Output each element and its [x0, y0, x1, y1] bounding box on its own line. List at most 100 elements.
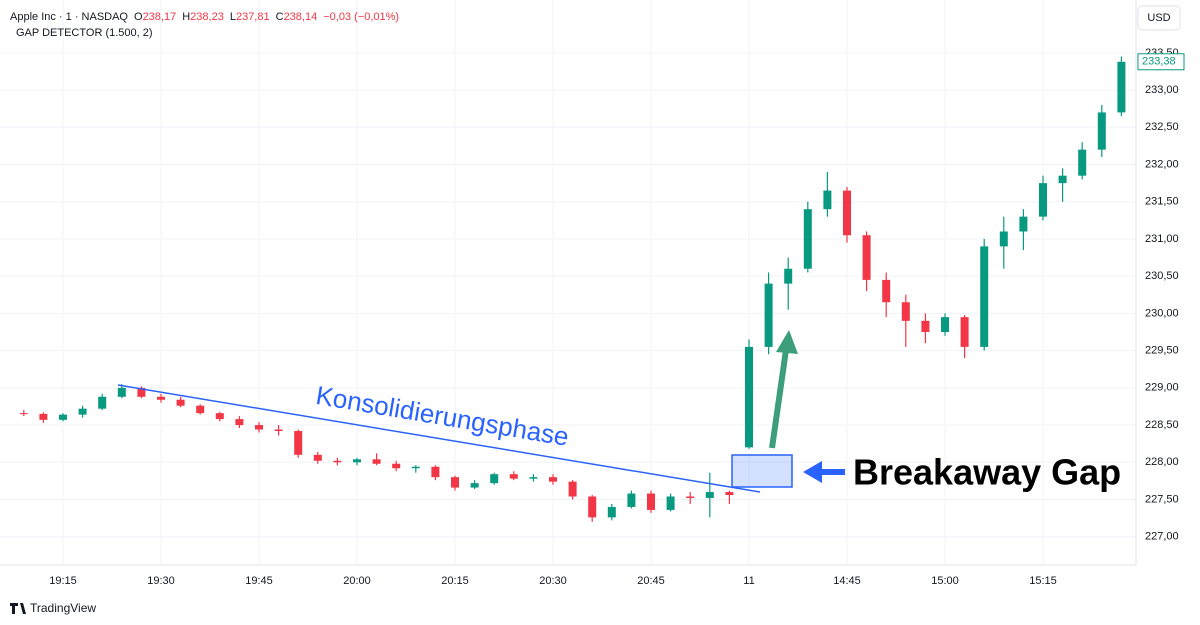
h-value: 238,23 [190, 11, 224, 23]
candle-body [19, 413, 28, 415]
y-tick-label: 231,00 [1145, 233, 1179, 245]
l-value: 237,81 [236, 11, 270, 23]
candle-body [666, 496, 675, 510]
y-tick-label: 228,50 [1145, 419, 1179, 431]
y-tick-label: 230,50 [1145, 270, 1179, 282]
y-tick-label: 227,00 [1145, 531, 1179, 543]
candle-body [549, 477, 557, 482]
candle-body [411, 466, 420, 469]
candle-body [137, 387, 146, 397]
currency[interactable]: USD [1147, 12, 1170, 24]
candle-body [372, 459, 381, 464]
candle-body [803, 209, 812, 269]
candle-body [980, 246, 989, 347]
candle-body [1097, 112, 1106, 150]
candle-body [862, 235, 871, 280]
candle-body [157, 396, 165, 400]
candle-body [392, 463, 401, 469]
candle-body [196, 405, 205, 414]
x-tick-label: 19:45 [245, 575, 273, 587]
x-tick-label: 14:45 [833, 575, 861, 587]
symbol: Apple Inc · 1 · NASDAQ [10, 11, 128, 23]
candle-body [235, 419, 244, 426]
x-tick-label: 15:00 [931, 575, 959, 587]
o-value: 238,17 [143, 11, 177, 23]
plot-area [0, 0, 1136, 565]
candle-body [784, 268, 793, 284]
brand-logo [10, 603, 26, 614]
change: −0,03 (−0,01%) [323, 11, 399, 23]
candle-body [1019, 216, 1028, 232]
candle-body [705, 492, 714, 499]
c-value: 238,14 [284, 11, 318, 23]
last-price-box [1137, 53, 1185, 71]
candle-body [627, 493, 636, 507]
indicator: GAP DETECTOR (1.500, 2) [16, 27, 153, 39]
candle-body [78, 408, 87, 415]
candle-body [274, 429, 283, 432]
gap-label: Breakaway Gap [853, 452, 1121, 493]
candle-body [59, 414, 67, 420]
legend-line: Apple Inc · 1 · NASDAQ O238,17 H238,23 L237… [10, 11, 399, 23]
candle-body [647, 493, 655, 510]
candle-body [607, 506, 616, 518]
currency-button[interactable] [1137, 5, 1181, 31]
l-label: L [230, 11, 236, 23]
y-tick-label: 231,50 [1145, 196, 1179, 208]
y-tick-label: 228,00 [1145, 456, 1179, 468]
brand: TradingView [30, 601, 96, 615]
candle-body [941, 317, 949, 333]
candle-body [686, 496, 695, 499]
candle-body [823, 190, 832, 210]
y-tick-label: 232,00 [1145, 158, 1179, 170]
candle-body [901, 302, 910, 321]
y-tick-label: 229,00 [1145, 382, 1179, 394]
candle-body [431, 466, 440, 478]
candle-body [255, 425, 263, 430]
candle-body [843, 190, 851, 236]
candle-body [921, 320, 930, 333]
x-tick-label: 20:45 [637, 575, 665, 587]
candle-body [882, 279, 891, 303]
candle-body [725, 492, 734, 496]
gap-box [731, 454, 793, 488]
candle-body [451, 477, 459, 488]
candle-body [1058, 175, 1067, 184]
x-tick-label: 19:15 [49, 575, 77, 587]
candle-body [215, 413, 224, 420]
y-tick-label: 229,50 [1145, 345, 1179, 357]
candle-body [509, 474, 518, 479]
candle-body [1039, 183, 1047, 217]
candle-body [313, 454, 322, 461]
x-tick-label: 15:15 [1029, 575, 1057, 587]
candle-body [568, 481, 577, 497]
candle-body [588, 496, 597, 518]
y-tick-label: 232,50 [1145, 121, 1179, 133]
candle-body [745, 346, 753, 448]
candle-body [353, 459, 361, 463]
candle-body [98, 396, 107, 409]
y-tick-label: 233,00 [1145, 84, 1179, 96]
y-tick-label: 227,50 [1145, 493, 1179, 505]
candle-body [294, 431, 303, 455]
up-arrow-shaft [769, 349, 789, 449]
candle-body [960, 317, 969, 347]
up-arrow-head [776, 330, 798, 354]
candle-body [39, 413, 48, 420]
candle-body [490, 474, 499, 484]
x-tick-label: 20:30 [539, 575, 567, 587]
c-label: C [276, 11, 284, 23]
x-tick-label: 11 [743, 575, 754, 587]
candle-body [117, 387, 126, 397]
o-label: O [134, 11, 143, 23]
candle-body [1078, 149, 1087, 176]
trend-line [117, 384, 761, 493]
gap-arrow-head [803, 461, 822, 483]
h-label: H [182, 11, 190, 23]
candle-body [999, 231, 1008, 247]
candle-body [529, 477, 538, 479]
last-price-label: 233,38 [1142, 56, 1176, 68]
x-tick-label: 20:00 [343, 575, 371, 587]
